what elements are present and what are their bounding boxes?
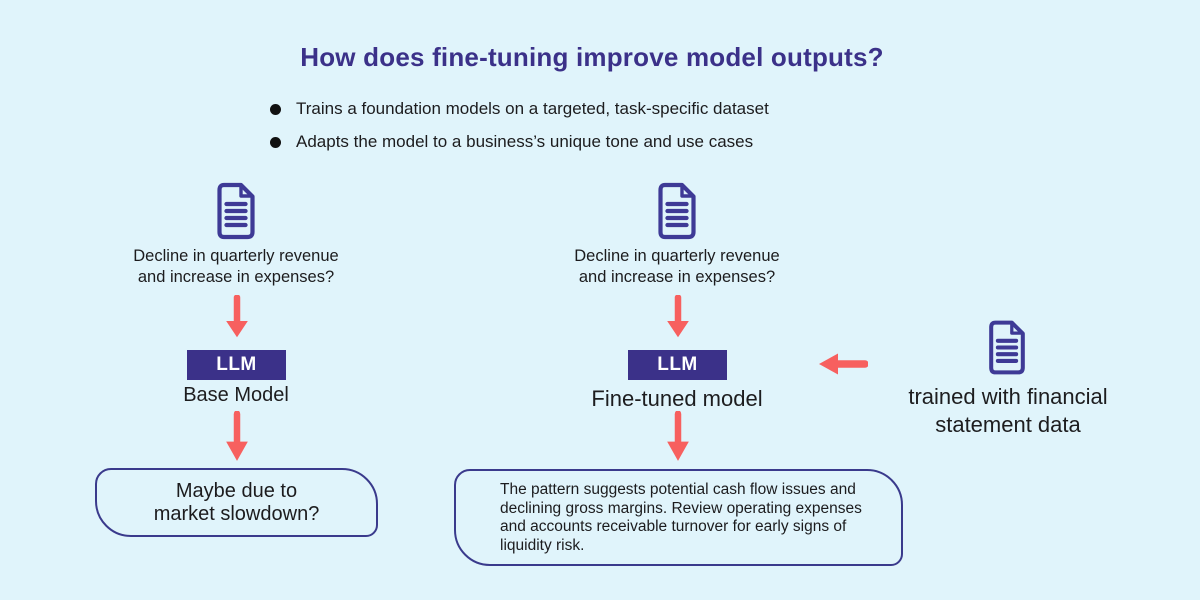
left-arrow-icon	[816, 351, 868, 377]
llm-label: LLM	[657, 354, 698, 375]
prompt-text: Decline in quarterly revenue and increas…	[133, 247, 339, 286]
document-icon	[984, 318, 1030, 377]
bullet-dot-icon	[270, 136, 281, 148]
llm-label: LLM	[216, 354, 257, 375]
bullet-text: Trains a foundation models on a targeted…	[296, 99, 769, 118]
response-bubble: Maybe due to market slowdown?	[95, 468, 378, 537]
response-bubble: The pattern suggests potential cash flow…	[454, 469, 903, 566]
bullet-text: Adapts the model to a business’s unique …	[296, 132, 754, 151]
response-text: The pattern suggests potential cash flow…	[500, 481, 862, 554]
prompt-text: Decline in quarterly revenue and increas…	[574, 247, 780, 286]
model-name: Fine-tuned model	[591, 386, 763, 411]
bullet-dot-icon	[270, 103, 281, 115]
bullet-item: Adapts the model to a business’s unique …	[270, 132, 769, 152]
bullet-item: Trains a foundation models on a targeted…	[270, 99, 769, 119]
page-title: How does fine-tuning improve model outpu…	[300, 42, 884, 72]
response-text: Maybe due to market slowdown?	[153, 479, 320, 525]
annotation-caption: trained with financial statement data	[908, 384, 1108, 437]
bullet-list: Trains a foundation models on a targeted…	[270, 99, 769, 165]
llm-box: LLM	[187, 350, 286, 380]
llm-box: LLM	[628, 350, 727, 380]
model-name: Base Model	[183, 384, 289, 406]
